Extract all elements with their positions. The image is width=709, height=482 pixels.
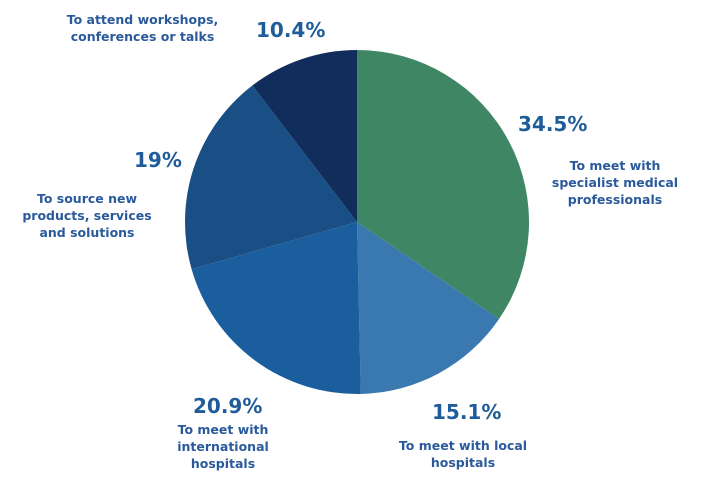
- slice-value-specialist: 34.5%: [518, 112, 587, 136]
- slice-value-local: 15.1%: [432, 400, 501, 424]
- slice-value-workshops: 10.4%: [256, 18, 325, 42]
- slice-label-source: To source new products, services and sol…: [2, 190, 172, 241]
- slice-value-source: 19%: [134, 148, 182, 172]
- slice-label-local: To meet with local hospitals: [368, 437, 558, 471]
- slice-label-workshops: To attend workshops, conferences or talk…: [40, 11, 245, 45]
- slice-label-international: To meet with international hospitals: [158, 421, 288, 472]
- slice-label-specialist: To meet with specialist medical professi…: [540, 157, 690, 208]
- slice-value-international: 20.9%: [193, 394, 262, 418]
